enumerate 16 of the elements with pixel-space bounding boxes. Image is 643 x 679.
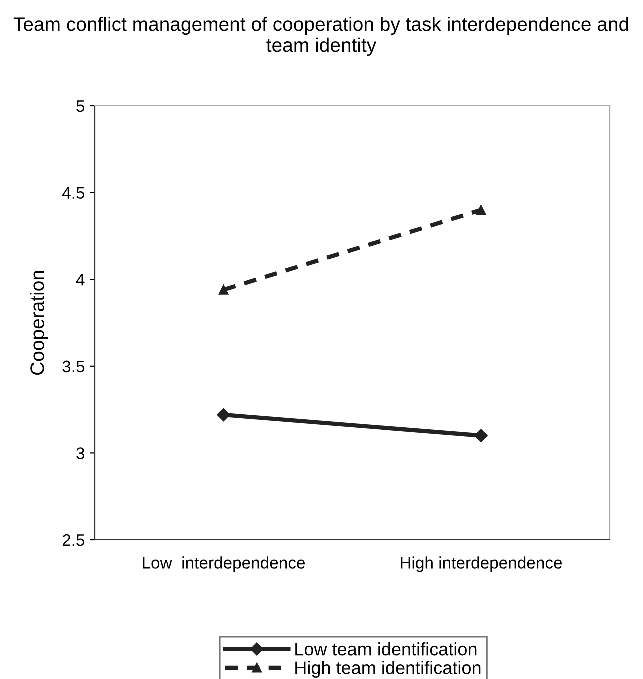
point xyxy=(474,429,488,442)
x-tick-label: Low interdependence xyxy=(143,556,306,572)
y-tick-label: 5 xyxy=(76,100,85,112)
y-tick-label: 3.5 xyxy=(62,360,85,373)
legend-label: Low team identification xyxy=(296,642,477,656)
point xyxy=(217,408,230,422)
x-tick-label: High interdependence xyxy=(401,556,562,572)
point xyxy=(476,205,486,216)
y-tick-label: 4 xyxy=(76,274,85,286)
y-tick-label: 4.5 xyxy=(62,187,85,200)
y-axis-title: Cooperation xyxy=(30,271,48,375)
y-tick-label: 2.5 xyxy=(62,534,85,546)
y-tick-label: 3 xyxy=(76,448,85,460)
legend-label: High team identification xyxy=(296,661,481,678)
point xyxy=(218,285,229,295)
chart-title: Team conflict management of cooperation by task interdependence and team identity xyxy=(14,16,628,56)
